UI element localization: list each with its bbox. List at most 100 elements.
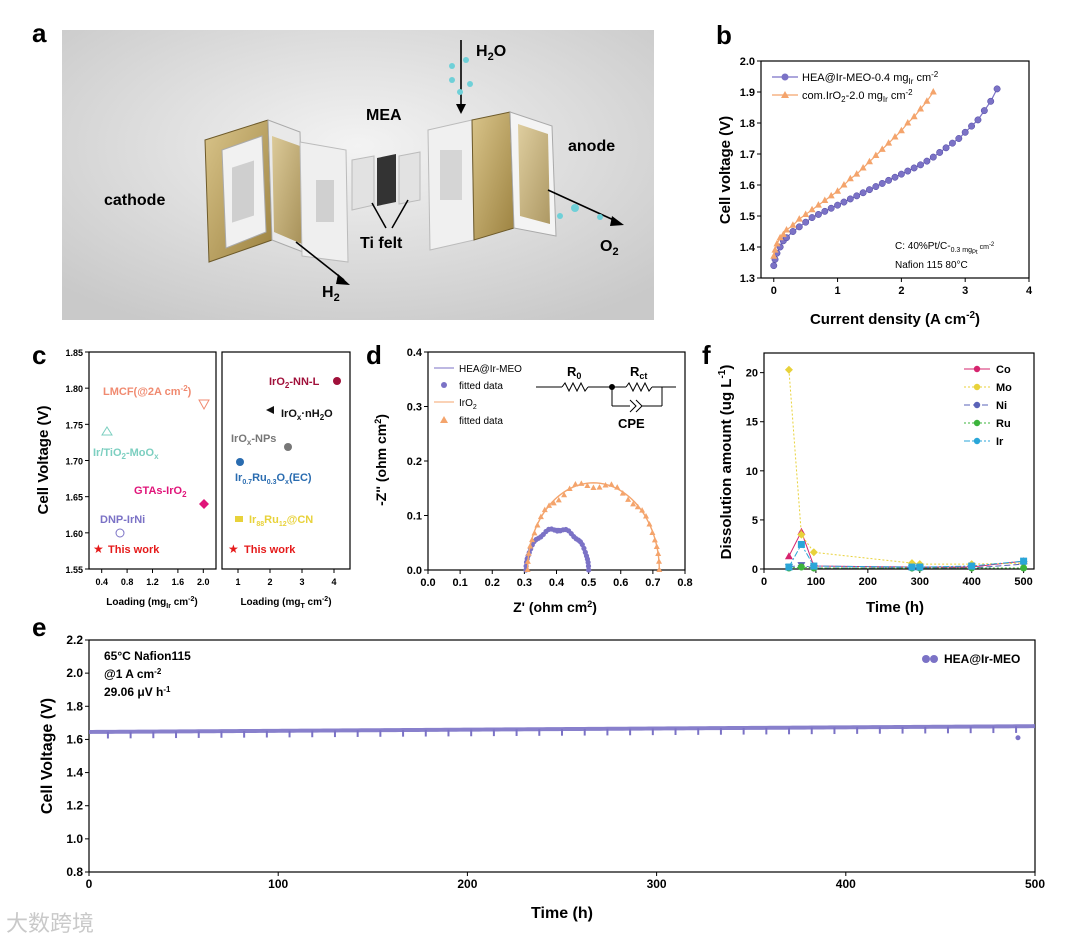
x-tick-label: 100 <box>268 877 288 891</box>
o2-label: O2 <box>600 238 619 258</box>
panel-b-legend: HEA@Ir-MEO-0.4 mgIr cm-2 com.IrO2-2.0 mg… <box>772 70 939 104</box>
data-point <box>917 105 925 112</box>
y-tick-label: 0.0 <box>407 565 422 577</box>
data-point <box>531 529 538 536</box>
data-point <box>773 239 781 247</box>
data-point <box>646 521 653 527</box>
data-point <box>541 506 548 513</box>
x-tick-label: 0 <box>761 576 767 588</box>
panel-e-note-current: @1 A cm-2 <box>104 667 162 681</box>
data-point <box>891 173 899 181</box>
legend-label: Ru <box>996 418 1011 430</box>
h2-label: H2 <box>322 284 340 304</box>
panel-d-legend-1: fitted data <box>459 381 503 392</box>
y-tick-label: 1.65 <box>65 493 83 503</box>
data-point <box>910 112 918 120</box>
panel-d-legend: HEA@Ir-MEO fitted data IrO2 fitted data <box>434 364 522 427</box>
mea-illustration <box>351 151 421 229</box>
x-tick-label: 0.1 <box>452 577 467 589</box>
legend-label: Ir <box>996 436 1004 448</box>
data-point <box>797 540 805 548</box>
data-point <box>865 157 873 165</box>
x-tick-label: 200 <box>457 877 477 891</box>
data-point <box>771 246 779 253</box>
x-tick-label: 3 <box>962 285 968 297</box>
panel-c-xlabel-right: Loading (mgT cm-2) <box>240 596 331 610</box>
legend-label: Ni <box>996 400 1007 412</box>
panel-f-ylabel: Dissolution amount (ug L-1) <box>717 365 735 560</box>
x-tick-label: 0.8 <box>677 577 692 589</box>
data-point <box>897 170 905 178</box>
y-tick-label: 1.60 <box>65 529 83 539</box>
panel-c-ticks: 0.4 0.8 1.2 1.6 2.0 1.55 1.60 1.65 1.70 1.75 1.80 1… <box>65 348 336 587</box>
series-line-0 <box>788 530 1024 568</box>
data-point <box>524 558 531 564</box>
data-point <box>561 491 568 498</box>
data-point <box>566 485 573 491</box>
panel-b-plot-frame <box>760 60 1030 279</box>
x-tick-label: 2 <box>898 285 904 297</box>
x-tick-label: 1.6 <box>172 577 185 587</box>
equivalent-circuit <box>536 381 676 413</box>
o2-arrow <box>547 189 619 223</box>
data-point <box>656 566 663 572</box>
panel-e-note-rate: 29.06 μV h-1 <box>104 685 171 699</box>
legend-marker <box>973 401 981 409</box>
panel-label-b: b <box>716 20 732 50</box>
data-point <box>802 210 810 217</box>
panel-b-note-membrane: Nafion 115 80°C <box>895 260 968 271</box>
panel-label-a: a <box>32 18 47 48</box>
data-point <box>534 522 541 528</box>
data-point <box>572 481 579 487</box>
x-tick-label: 4 <box>331 577 336 587</box>
marker-irox-nps <box>284 443 292 451</box>
panel-b-ylabel: Cell voltage (V) <box>717 116 734 224</box>
data-point <box>885 139 893 146</box>
data-point <box>929 153 937 161</box>
series-line-4 <box>788 543 1024 568</box>
cathode-cell-illustration <box>204 119 349 263</box>
y-tick-label: 1.8 <box>740 118 755 130</box>
marker-irox-nh2o <box>266 406 274 414</box>
data-point <box>808 214 816 222</box>
x-tick-label: 300 <box>647 877 667 891</box>
data-point <box>770 252 778 259</box>
y-tick-label: 15 <box>746 417 758 429</box>
y-tick-label: 1.4 <box>66 766 83 780</box>
legend-marker <box>973 365 981 373</box>
data-point <box>614 484 621 490</box>
x-tick-label: 0.4 <box>95 577 108 587</box>
data-point <box>779 230 787 238</box>
panel-label-d: d <box>366 340 382 370</box>
water-droplets <box>449 57 603 220</box>
data-point <box>814 211 822 218</box>
data-point <box>846 195 854 203</box>
outlier-point <box>1015 735 1021 741</box>
panel-b-legend-0: HEA@Ir-MEO-0.4 mgIr cm-2 <box>802 70 939 86</box>
panel-f-plot-frame <box>763 352 1035 570</box>
marker-lmcf <box>198 399 210 411</box>
data-point <box>785 563 793 571</box>
fit-line-1 <box>526 482 660 571</box>
series-line-1 <box>788 369 1024 565</box>
marker-iro2-nn-l <box>333 377 341 385</box>
data-point <box>910 164 918 172</box>
label-dnp-irni: DNP-IrNi <box>100 514 145 526</box>
watermark: 大数跨境 <box>6 912 95 937</box>
panel-d-ylabel: -Z'' (ohm cm2) <box>373 414 389 506</box>
x-tick-label: 0.3 <box>517 577 532 589</box>
x-tick-label: 1 <box>835 285 841 297</box>
data-point <box>634 503 641 510</box>
panel-c-ylabel: Cell Voltage (V) <box>35 406 52 515</box>
data-point <box>649 529 656 535</box>
data-point <box>555 496 562 503</box>
marker-this-work-right: ★ <box>228 542 239 556</box>
data-point <box>968 562 976 570</box>
x-tick-label: 4 <box>1026 285 1033 297</box>
data-point <box>980 107 988 115</box>
data-point <box>891 132 899 140</box>
data-point <box>917 161 924 169</box>
y-tick-label: 1.9 <box>740 87 755 99</box>
data-point <box>942 144 950 152</box>
x-tick-label: 0 <box>86 877 93 891</box>
